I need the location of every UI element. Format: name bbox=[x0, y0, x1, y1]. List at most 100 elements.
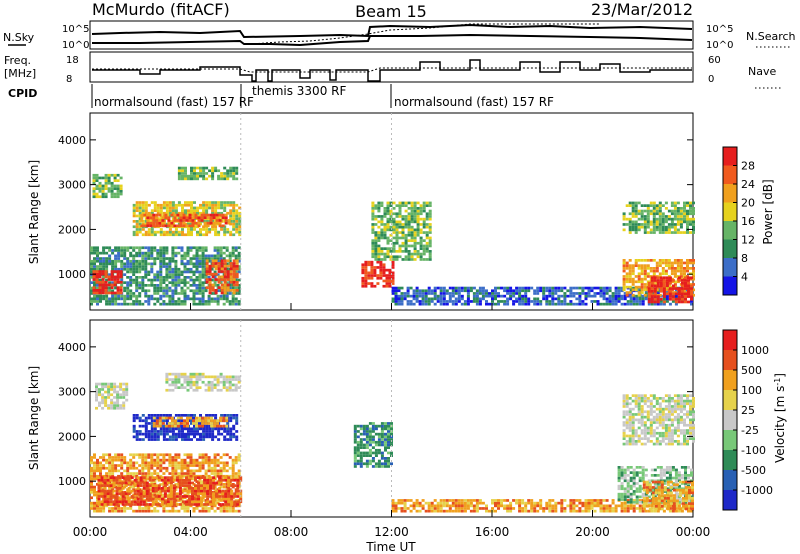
power-cell bbox=[171, 257, 175, 260]
power-cell bbox=[105, 278, 109, 282]
power-cell bbox=[385, 276, 389, 280]
power-cell bbox=[622, 259, 626, 262]
power-cell bbox=[389, 225, 393, 229]
power-cell bbox=[416, 228, 420, 232]
power-cell bbox=[141, 228, 145, 231]
power-cell bbox=[190, 201, 193, 204]
power-cell bbox=[235, 222, 239, 226]
power-cell bbox=[451, 286, 455, 290]
power-cell bbox=[386, 255, 390, 259]
power-cell bbox=[179, 219, 183, 222]
velocity-cell bbox=[159, 491, 163, 494]
power-cell bbox=[222, 297, 226, 301]
velocity-cell bbox=[138, 438, 142, 441]
power-cell bbox=[649, 212, 653, 216]
velocity-cell bbox=[186, 456, 190, 459]
power-cell bbox=[509, 286, 513, 290]
power-cell bbox=[132, 302, 136, 306]
velocity-cell bbox=[157, 497, 161, 501]
velocity-cell bbox=[235, 430, 239, 433]
power-cell bbox=[376, 266, 380, 269]
power-cell bbox=[371, 255, 375, 259]
velocity-cell bbox=[195, 464, 199, 467]
power-cell bbox=[569, 286, 573, 290]
power-cell bbox=[159, 294, 163, 298]
power-cell bbox=[176, 224, 180, 228]
power-cell bbox=[214, 201, 218, 204]
velocity-cell bbox=[100, 503, 104, 506]
power-cell bbox=[361, 263, 365, 267]
power-cell bbox=[177, 276, 181, 279]
power-cell bbox=[203, 221, 207, 225]
velocity-cell bbox=[197, 481, 200, 485]
velocity-cell bbox=[169, 476, 173, 479]
power-cell bbox=[144, 259, 148, 263]
velocity-cell bbox=[227, 495, 231, 498]
velocity-cell bbox=[359, 454, 363, 457]
velocity-cell bbox=[224, 492, 228, 496]
power-cell bbox=[223, 264, 227, 268]
power-cell bbox=[181, 174, 184, 178]
velocity-cell bbox=[222, 383, 226, 387]
velocity-cell bbox=[171, 472, 175, 475]
power-cell bbox=[683, 261, 686, 265]
velocity-cell bbox=[174, 453, 178, 457]
velocity-cell bbox=[183, 509, 187, 513]
velocity-cell bbox=[104, 396, 108, 399]
velocity-cell bbox=[222, 375, 226, 379]
velocity-cell bbox=[210, 380, 214, 384]
power-cell bbox=[683, 269, 686, 273]
power-cell bbox=[404, 233, 408, 237]
velocity-cell bbox=[172, 478, 176, 482]
velocity-cell bbox=[100, 500, 104, 504]
power-cell bbox=[198, 289, 202, 293]
velocity-cell bbox=[125, 388, 129, 391]
power-cell bbox=[195, 297, 199, 301]
power-cell bbox=[202, 233, 206, 237]
power-cell bbox=[104, 173, 108, 177]
power-cell bbox=[655, 212, 659, 216]
velocity-cell bbox=[111, 488, 115, 491]
power-cell bbox=[631, 228, 635, 232]
velocity-cell bbox=[195, 375, 199, 379]
power-cell bbox=[189, 246, 193, 250]
power-cell bbox=[680, 289, 684, 293]
velocity-cell bbox=[174, 472, 178, 475]
velocity-cell bbox=[195, 386, 199, 389]
power-cell bbox=[135, 214, 139, 218]
velocity-cell bbox=[108, 461, 112, 465]
power-cell bbox=[457, 294, 461, 298]
velocity-cell bbox=[90, 472, 93, 475]
power-cell bbox=[394, 300, 398, 303]
velocity-cell bbox=[211, 435, 215, 439]
power-cell bbox=[156, 257, 160, 260]
velocity-cell bbox=[192, 372, 196, 376]
velocity-cell bbox=[228, 474, 232, 478]
power-cell bbox=[673, 223, 677, 226]
velocity-cell bbox=[212, 492, 216, 496]
velocity-cell bbox=[147, 509, 151, 513]
power-cell bbox=[442, 289, 446, 293]
power-cell bbox=[132, 278, 136, 282]
velocity-cell bbox=[225, 507, 229, 510]
power-cell bbox=[107, 173, 111, 177]
power-cell bbox=[445, 300, 449, 303]
velocity-cell bbox=[224, 495, 228, 498]
power-cell bbox=[211, 275, 215, 279]
power-cell bbox=[119, 272, 123, 276]
power-cell bbox=[683, 201, 686, 205]
velocity-cell bbox=[189, 378, 193, 381]
power-cell bbox=[201, 297, 205, 301]
velocity-cell bbox=[121, 476, 125, 479]
power-cell bbox=[661, 212, 665, 216]
power-cell bbox=[687, 300, 690, 304]
power-cell bbox=[521, 300, 525, 303]
power-cell bbox=[388, 279, 392, 283]
power-cell bbox=[158, 213, 162, 217]
power-cell bbox=[527, 286, 531, 290]
power-cell bbox=[640, 209, 644, 213]
velocity-cell bbox=[207, 380, 211, 384]
power-cell bbox=[152, 224, 156, 228]
velocity-cell bbox=[136, 503, 140, 506]
power-cell bbox=[367, 276, 371, 280]
